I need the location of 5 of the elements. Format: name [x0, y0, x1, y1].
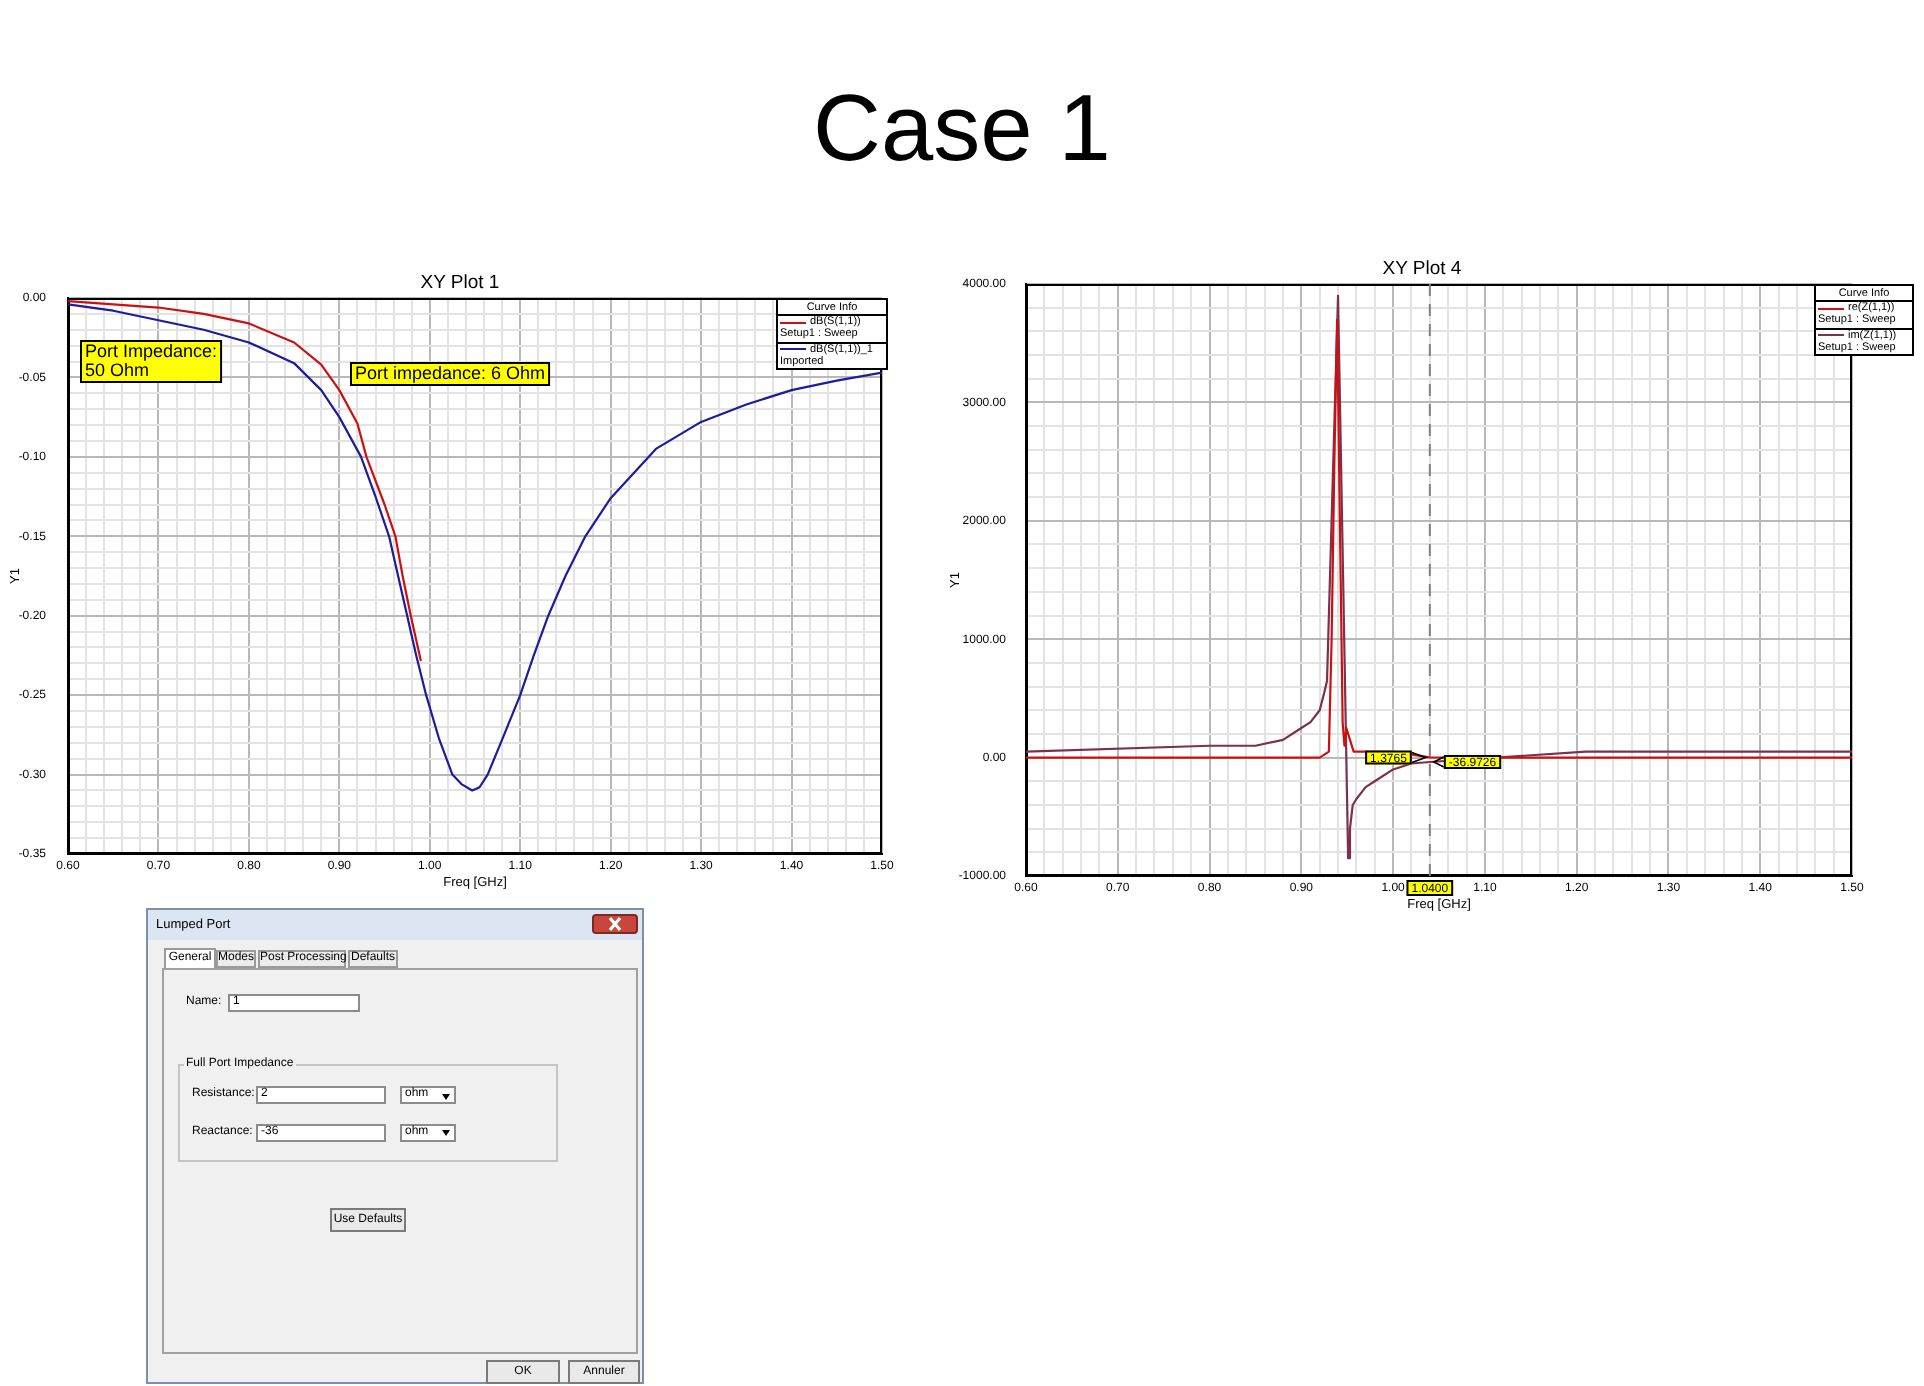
chart-title: XY Plot 1 [418, 271, 502, 293]
annotation: Port Impedance: 50 Ohm [85, 340, 218, 380]
chart-title: XY Plot 4 [1380, 258, 1464, 280]
annotation: Port impedance: 6 Ohm [355, 362, 546, 383]
text: Case 1 [811, 72, 1113, 184]
